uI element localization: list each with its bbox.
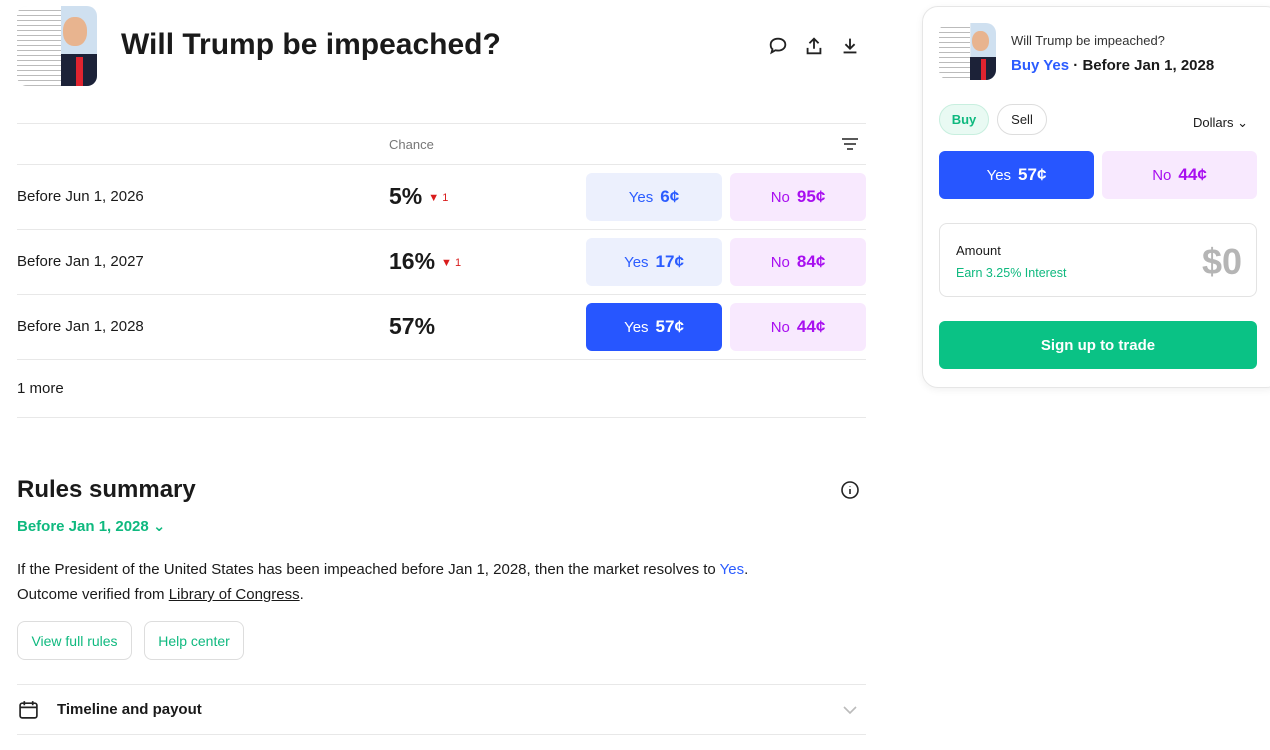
trade-panel: Will Trump be impeached? Buy Yes · Befor…: [922, 6, 1270, 388]
info-icon[interactable]: [840, 480, 860, 500]
panel-question: Will Trump be impeached?: [1011, 33, 1165, 48]
interest-text: Earn 3.25% Interest: [956, 266, 1067, 280]
down-triangle-icon: ▼ 1: [428, 191, 449, 204]
amount-value: $0: [1201, 241, 1242, 282]
sort-icon[interactable]: [841, 137, 859, 151]
panel-selection: Buy Yes · Before Jan 1, 2028: [1011, 57, 1215, 74]
calendar-icon: [19, 701, 38, 719]
rules-text: If the President of the United States ha…: [17, 561, 749, 603]
market-image: [17, 6, 97, 86]
no-button[interactable]: No 44¢: [730, 303, 866, 351]
chevron-down-icon: ⌄: [1237, 115, 1248, 130]
help-center-button[interactable]: Help center: [144, 621, 244, 660]
market-image: [939, 23, 996, 80]
panel-no-button[interactable]: No 44¢: [1102, 151, 1257, 199]
amount-input[interactable]: Amount Earn 3.25% Interest $0: [939, 223, 1257, 297]
yes-button[interactable]: Yes 17¢: [586, 238, 722, 286]
row-chance: 5% ▼ 1: [389, 183, 449, 209]
no-button[interactable]: No 84¢: [730, 238, 866, 286]
source-link[interactable]: Library of Congress: [168, 586, 300, 603]
view-rules-button[interactable]: View full rules: [17, 621, 132, 660]
signup-button[interactable]: Sign up to trade: [939, 321, 1257, 369]
no-button[interactable]: No 95¢: [730, 173, 866, 221]
unit-dropdown[interactable]: Dollars ⌄: [1193, 115, 1248, 130]
share-icon[interactable]: [803, 35, 825, 57]
row-chance: 16% ▼ 1: [389, 248, 462, 274]
sell-tab[interactable]: Sell: [997, 104, 1047, 135]
chevron-down-icon: ⌄: [152, 518, 166, 535]
row-label: Before Jan 1, 2028: [17, 318, 144, 335]
chance-header: Chance: [389, 137, 434, 152]
row-label: Before Jun 1, 2026: [17, 188, 144, 205]
row-label: Before Jan 1, 2027: [17, 253, 144, 270]
timeline-label: Timeline and payout: [57, 701, 202, 718]
comment-icon[interactable]: [767, 35, 789, 57]
page-title: Will Trump be impeached?: [121, 28, 501, 61]
yes-button[interactable]: Yes 57¢: [586, 303, 722, 351]
download-icon[interactable]: [839, 35, 861, 57]
panel-yes-button[interactable]: Yes 57¢: [939, 151, 1094, 199]
rules-title: Rules summary: [17, 476, 196, 503]
down-triangle-icon: ▼ 1: [441, 256, 462, 269]
buy-tab[interactable]: Buy: [939, 104, 989, 135]
market-dropdown[interactable]: Before Jan 1, 2028 ⌄: [17, 518, 166, 535]
chevron-down-icon: [843, 706, 857, 715]
yes-button[interactable]: Yes 6¢: [586, 173, 722, 221]
more-link[interactable]: 1 more: [17, 380, 64, 397]
amount-label: Amount: [956, 243, 1001, 258]
row-chance: 57%: [389, 313, 436, 339]
